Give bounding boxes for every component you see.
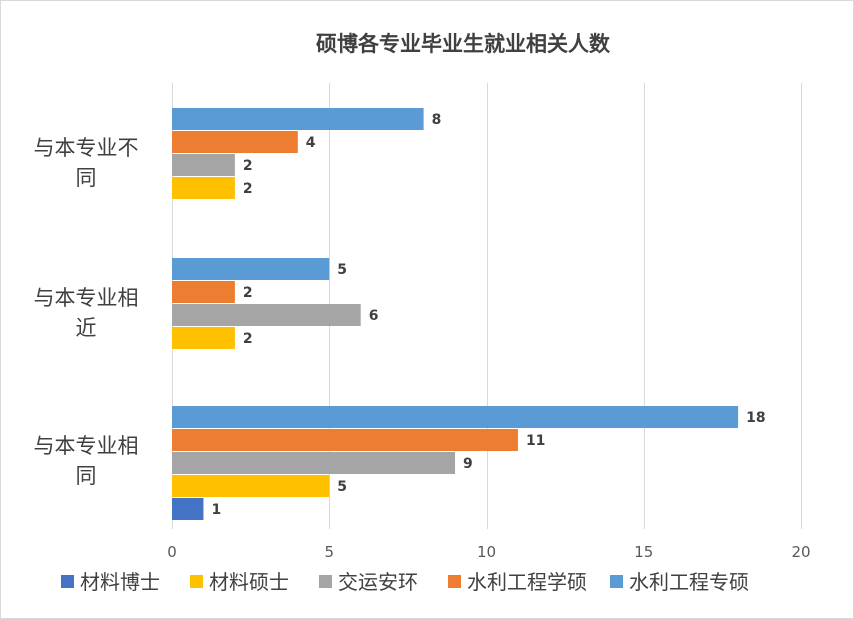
legend-item-label: 水利工程专硕 xyxy=(629,570,749,594)
x-tick-labels: 0 5 10 15 20 xyxy=(167,543,810,561)
bars-layer xyxy=(172,108,739,520)
bar xyxy=(172,281,235,303)
data-label: 4 xyxy=(306,135,316,151)
data-label: 2 xyxy=(243,158,253,174)
bar xyxy=(172,131,298,153)
data-label: 2 xyxy=(243,181,253,197)
legend-swatch xyxy=(448,575,461,588)
data-label: 18 xyxy=(746,410,765,426)
data-label: 5 xyxy=(337,479,347,495)
category-label-line: 与本专业相 xyxy=(34,286,139,310)
x-tick-label: 20 xyxy=(791,543,810,561)
data-label: 2 xyxy=(243,285,253,301)
category-label: 与本专业相近 xyxy=(34,286,139,340)
data-label: 9 xyxy=(463,456,473,472)
category-label: 与本专业不同 xyxy=(34,136,139,190)
data-label: 5 xyxy=(337,262,347,278)
legend-item-label: 材料硕士 xyxy=(209,570,289,594)
data-labels: 1 5 9 11 18 2 6 2 5 2 2 4 8 xyxy=(211,112,765,518)
legend-item-label: 交运安环 xyxy=(338,570,418,594)
data-label: 2 xyxy=(243,331,253,347)
legend: 材料博士 材料硕士 交运安环 水利工程学硕 水利工程专硕 xyxy=(61,570,749,594)
bar xyxy=(172,258,330,280)
category-label-line: 同 xyxy=(76,464,97,488)
bar xyxy=(172,327,235,349)
legend-item-label: 水利工程学硕 xyxy=(467,570,587,594)
x-tick-label: 5 xyxy=(324,543,334,561)
category-label-line: 与本专业不 xyxy=(34,136,139,160)
legend-item-label: 材料博士 xyxy=(80,570,160,594)
legend-swatch xyxy=(319,575,332,588)
bar xyxy=(172,304,361,326)
category-label: 与本专业相同 xyxy=(34,434,139,488)
data-label: 6 xyxy=(369,308,379,324)
legend-swatch xyxy=(190,575,203,588)
bar xyxy=(172,452,456,474)
x-tick-label: 0 xyxy=(167,543,177,561)
data-label: 8 xyxy=(432,112,442,128)
category-label-line: 同 xyxy=(76,166,97,190)
bar xyxy=(172,406,739,428)
legend-swatch xyxy=(610,575,623,588)
x-tick-label: 10 xyxy=(477,543,496,561)
legend-swatch xyxy=(61,575,74,588)
bar xyxy=(172,108,424,130)
data-label: 11 xyxy=(526,433,545,449)
bar xyxy=(172,154,235,176)
bar xyxy=(172,475,330,497)
data-label: 1 xyxy=(211,502,221,518)
x-tick-label: 15 xyxy=(634,543,653,561)
bar xyxy=(172,429,518,451)
bar xyxy=(172,177,235,199)
category-label-line: 近 xyxy=(76,316,97,340)
bar xyxy=(172,498,204,520)
category-label-line: 与本专业相 xyxy=(34,434,139,458)
chart-title: 硕博各专业毕业生就业相关人数 xyxy=(316,32,611,56)
